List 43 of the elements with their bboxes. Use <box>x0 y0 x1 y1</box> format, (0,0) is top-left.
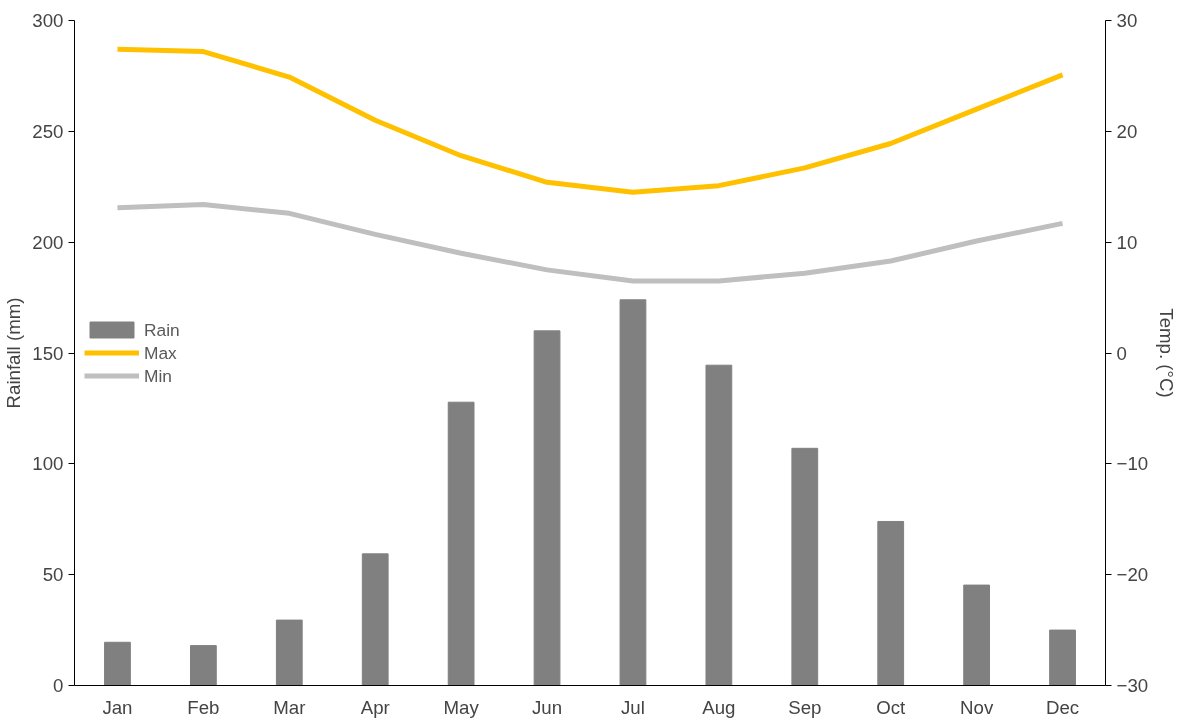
bar <box>791 447 819 686</box>
legend-label: Min <box>144 365 172 386</box>
bar <box>1049 629 1076 686</box>
x-tick-label: Nov <box>960 696 994 718</box>
x-tick-label: Oct <box>876 696 907 718</box>
bar <box>104 641 131 686</box>
y2-tick-label: 0 <box>1116 342 1127 364</box>
legend-label: Rain <box>144 319 180 340</box>
y2-tick-label: −10 <box>1116 453 1149 475</box>
bar <box>275 619 303 686</box>
bar <box>189 645 217 686</box>
x-tick-label: Sep <box>788 696 822 718</box>
bar <box>963 584 991 686</box>
bar <box>705 364 733 686</box>
bar <box>447 401 475 686</box>
bar <box>877 520 905 686</box>
y-tick-label: 300 <box>32 10 64 31</box>
y2-axis-title: Temp. (°C) <box>1156 308 1178 398</box>
x-tick-label: Jul <box>621 696 645 718</box>
y2-tick-label: −20 <box>1116 564 1149 586</box>
y2-tick-label: 30 <box>1116 10 1138 31</box>
x-tick-label: Aug <box>702 696 736 718</box>
y-tick-label: 250 <box>32 120 64 142</box>
x-tick-label: May <box>443 696 480 718</box>
bar <box>533 330 561 686</box>
x-tick-label: Jun <box>532 696 563 718</box>
y2-tick-label: 10 <box>1116 231 1138 253</box>
legend-label: Max <box>144 342 177 363</box>
y-tick-label: 200 <box>32 231 64 253</box>
x-tick-label: Mar <box>273 696 306 718</box>
y2-tick-label: 20 <box>1116 120 1138 142</box>
y-tick-label: 150 <box>32 342 64 364</box>
bar <box>361 553 389 686</box>
y-tick-label: 0 <box>53 675 64 696</box>
y-tick-label: 50 <box>42 564 64 586</box>
y-axis-title: Rainfall (mm) <box>3 297 25 409</box>
x-tick-label: Dec <box>1045 696 1080 718</box>
x-tick-label: Jan <box>102 696 133 718</box>
x-tick-label: Feb <box>187 696 220 718</box>
x-tick-label: Apr <box>360 696 390 718</box>
bar <box>619 299 647 686</box>
y2-tick-label: −30 <box>1116 675 1149 696</box>
y-tick-label: 100 <box>32 453 64 475</box>
